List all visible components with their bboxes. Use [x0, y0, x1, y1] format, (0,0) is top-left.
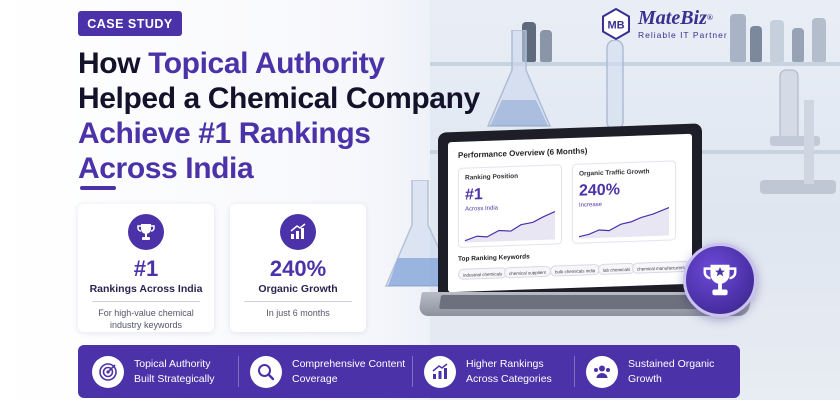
divider [92, 301, 200, 302]
feature-line: Growth [628, 372, 662, 385]
bottle [540, 30, 552, 62]
separator [412, 356, 413, 387]
keyword-chip: chemical manufacturers [632, 260, 690, 274]
ranking-value: #1 [465, 186, 483, 204]
feature-line: Coverage [292, 372, 338, 385]
ranking-panel: Ranking Position #1 Across India [458, 164, 562, 248]
keyword-chip: bulk chemicals india [550, 263, 601, 277]
traffic-trend-line [578, 206, 670, 239]
feature-line: Higher Rankings [466, 357, 544, 370]
traffic-panel: Organic Traffic Growth 240% Increase [572, 160, 676, 244]
ranking-title: Ranking Position [465, 172, 519, 182]
stat-card-rankings: #1 Rankings Across India For high-value … [78, 204, 214, 332]
feature-line: Comprehensive Content [292, 357, 406, 370]
feature-sustained-growth: Sustained Organic Growth [586, 345, 714, 398]
page-title: How Topical Authority Helped a Chemical … [78, 47, 480, 185]
traffic-title: Organic Traffic Growth [579, 168, 650, 178]
matebiz-logo: MB MateBiz® Reliable IT Partner [600, 8, 728, 40]
feature-line: Topical Authority [134, 357, 211, 370]
trophy-icon [703, 264, 737, 296]
stat-label: Organic Growth [258, 283, 338, 295]
bottle [750, 26, 762, 62]
logo-tagline: Reliable IT Partner [638, 30, 728, 40]
feature-higher-rankings: Higher Rankings Across Categories [424, 345, 552, 398]
divider [244, 301, 352, 302]
flask-illustration [486, 30, 552, 127]
svg-text:MB: MB [607, 20, 624, 32]
stat-subtext: industry keywords [109, 320, 183, 330]
feature-topical-authority: Topical Authority Built Strategically [92, 345, 215, 398]
keyword-chip: chemical suppliers [504, 265, 552, 279]
keyword-chip: lab chemicals [598, 262, 636, 276]
bar-chart-icon [424, 355, 456, 388]
keyword-chip: industrial chemicals [458, 267, 508, 280]
dashboard-title: Performance Overview (6 Months) [458, 146, 588, 160]
stat-label: Rankings Across India [89, 283, 203, 295]
title-underline [80, 186, 116, 190]
feature-line: Built Strategically [134, 372, 215, 385]
users-icon [586, 355, 618, 388]
stat-subtext: For high-value chemical [98, 308, 194, 318]
traffic-value: 240% [579, 181, 620, 200]
trophy-icon [128, 214, 164, 250]
bottle [812, 18, 826, 62]
stat-card-growth: 240% Organic Growth In just 6 months [230, 204, 366, 332]
separator [238, 356, 239, 387]
ranking-trend-line [464, 210, 556, 243]
separator [574, 356, 575, 387]
stat-subtext: In just 6 months [266, 308, 330, 318]
keywords-title: Top Ranking Keywords [458, 253, 530, 263]
feature-line: Sustained Organic [628, 357, 715, 370]
shelf [430, 62, 840, 66]
test-tube-illustration [606, 40, 624, 131]
trophy-badge [683, 243, 757, 317]
stat-value: #1 [133, 256, 159, 281]
search-icon [250, 355, 282, 388]
bottle [770, 20, 784, 62]
logo-mark-icon: MB [602, 8, 630, 40]
growth-chart-icon [280, 214, 316, 250]
target-icon [92, 355, 124, 388]
performance-dashboard: Performance Overview (6 Months) Ranking … [448, 133, 692, 293]
bottle [792, 28, 804, 62]
feature-content-coverage: Comprehensive Content Coverage [250, 345, 405, 398]
stat-value: 240% [269, 256, 327, 281]
case-study-badge: CASE STUDY [78, 11, 182, 36]
feature-line: Across Categories [466, 372, 552, 385]
bottle [730, 14, 746, 62]
logo-name: MateBiz® [638, 7, 713, 29]
features-bar: Topical Authority Built Strategically Com… [78, 345, 740, 398]
microscope-illustration [760, 69, 836, 194]
